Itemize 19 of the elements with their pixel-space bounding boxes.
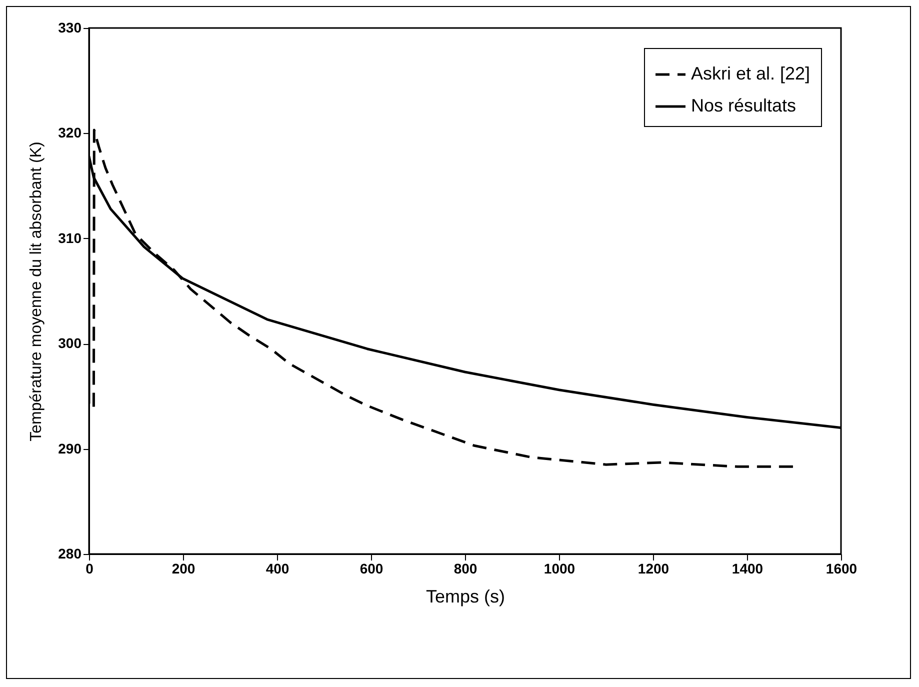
x-tick-label: 1400	[732, 560, 764, 576]
x-tick-label: 1600	[826, 560, 858, 576]
y-tick-label: 300	[58, 335, 82, 352]
x-tick-label: 800	[454, 560, 478, 576]
y-tick-label: 290	[58, 440, 82, 456]
y-tick-label: 330	[58, 20, 82, 36]
x-tick-label: 200	[172, 560, 196, 576]
x-axis-title: Temps (s)	[426, 586, 506, 606]
x-tick-label: 1200	[638, 560, 670, 576]
legend-label: Nos résultats	[691, 96, 796, 116]
x-tick-label: 400	[266, 560, 290, 576]
y-tick-label: 280	[58, 546, 82, 562]
y-axis-title: Température moyenne du lit absorbant (K)	[28, 142, 46, 442]
x-tick-label: 600	[360, 560, 384, 576]
y-tick-label: 320	[58, 124, 82, 141]
x-tick-label: 0	[86, 560, 94, 576]
y-tick-label: 310	[58, 230, 82, 246]
x-tick-label: 1000	[544, 560, 576, 576]
legend-label: Askri et al. [22]	[691, 64, 810, 84]
